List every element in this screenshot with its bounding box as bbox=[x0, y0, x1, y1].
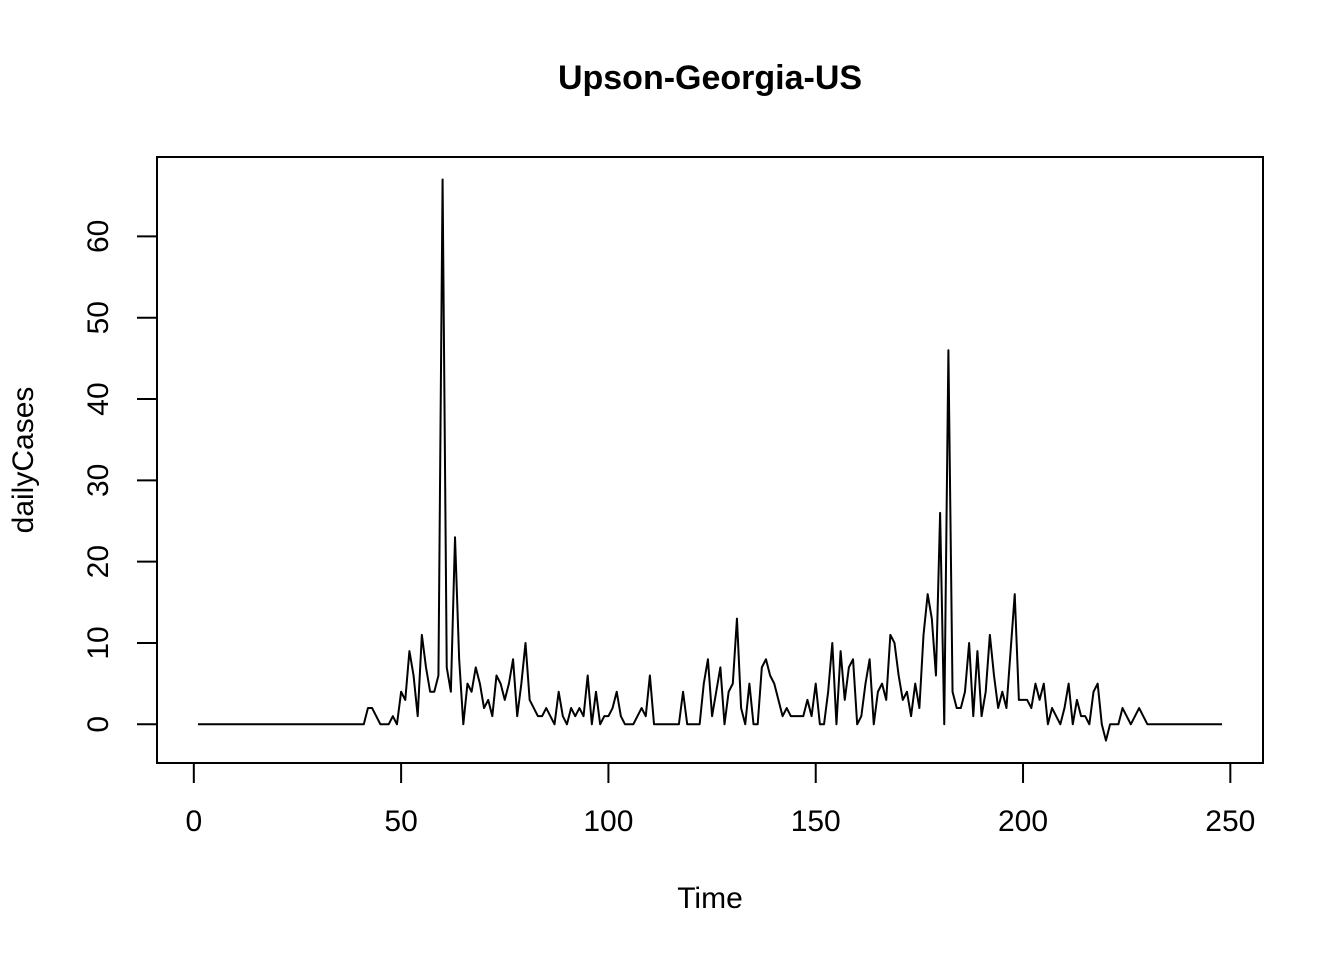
chart-title: Upson-Georgia-US bbox=[558, 59, 862, 97]
y-tick-label: 0 bbox=[82, 716, 115, 733]
x-axis-label: Time bbox=[677, 882, 743, 915]
x-tick-label: 100 bbox=[583, 805, 633, 838]
y-tick-label: 60 bbox=[82, 220, 115, 253]
data-line bbox=[197, 178, 1223, 742]
x-tick-label: 0 bbox=[185, 805, 202, 838]
y-tick-label: 30 bbox=[82, 464, 115, 497]
x-tick-label: 250 bbox=[1205, 805, 1255, 838]
y-tick-label: 50 bbox=[82, 301, 115, 334]
y-tick-label: 20 bbox=[82, 545, 115, 578]
y-tick-label: 40 bbox=[82, 382, 115, 415]
x-tick-label: 150 bbox=[791, 805, 841, 838]
y-axis-label: dailyCases bbox=[7, 387, 40, 534]
x-tick-label: 50 bbox=[384, 805, 417, 838]
y-tick-label: 10 bbox=[82, 626, 115, 659]
plot-box bbox=[156, 156, 1264, 764]
x-tick-label: 200 bbox=[998, 805, 1048, 838]
